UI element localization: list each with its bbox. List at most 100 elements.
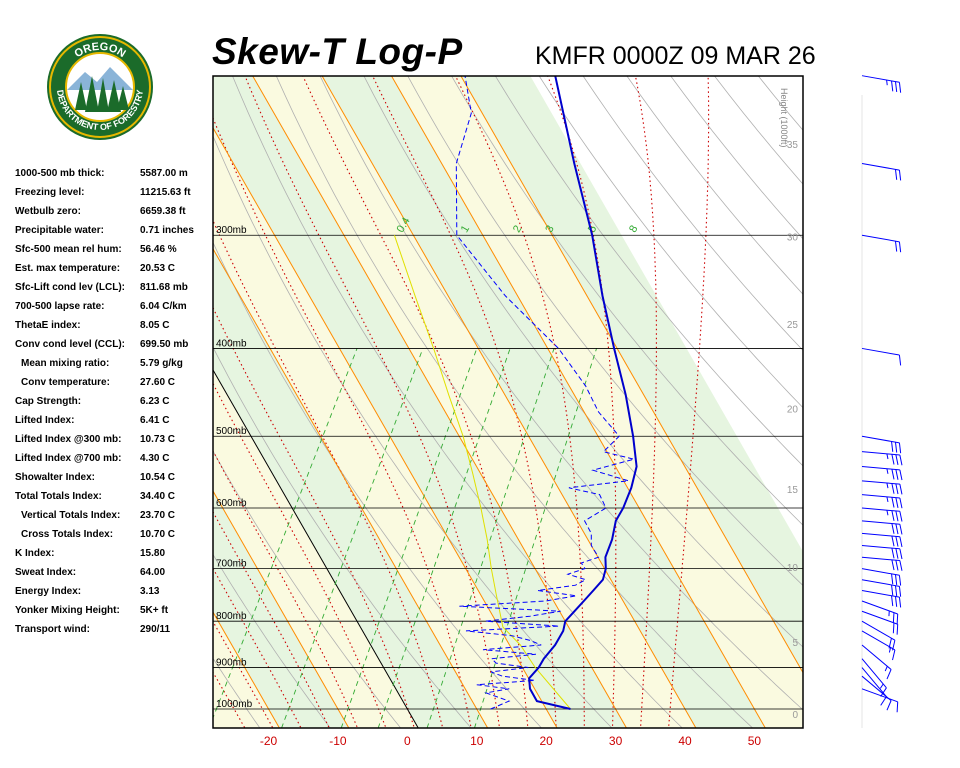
isotherm-line [0, 76, 71, 728]
wind-barb-staff [861, 347, 900, 356]
wind-barb [861, 75, 902, 93]
index-label: Wetbulb zero: [15, 206, 81, 217]
wind-barb [861, 667, 887, 706]
index-label: Lifted Index: [15, 415, 75, 426]
index-label: Sfc-500 mean rel hum: [15, 244, 122, 255]
index-value: 8.05 C [140, 320, 170, 331]
index-row: Energy Index: 3.13 [15, 586, 215, 605]
mixing-ratio-line [281, 348, 424, 728]
dry-adiabat-line [451, 76, 803, 526]
wind-barb [861, 532, 903, 548]
wind-barb-flag [891, 441, 894, 452]
index-label: Conv cond level (CCL): [15, 339, 126, 350]
isotherm-line [391, 76, 766, 728]
wind-barb-staff [861, 466, 900, 471]
isotherm-line [213, 126, 558, 728]
index-label: Est. max temperature: [15, 263, 121, 274]
index-row: ThetaE index: 8.05 C [15, 320, 215, 339]
height-tick-label: 15 [787, 485, 799, 496]
mixing-ratio-line [377, 348, 511, 728]
height-tick-label: 40 [787, 47, 799, 58]
wind-barb-flag [892, 640, 896, 651]
dry-adiabat-line [494, 76, 803, 467]
height-tick-label: 5 [792, 638, 798, 649]
isotherm-line [252, 76, 627, 728]
index-row: Freezing level: 11215.63 ft [15, 187, 215, 206]
height-tick-label: 0 [792, 710, 798, 721]
wind-barb-flag [894, 596, 898, 607]
wind-barb-flag [892, 622, 895, 634]
wind-barb-half-flag [879, 683, 884, 689]
index-row: Precipitable water: 0.71 inches [15, 225, 215, 244]
index-label: Freezing level: [15, 187, 85, 198]
height-tick-label: 30 [787, 233, 799, 244]
wind-barb [861, 163, 902, 181]
plot-area: 0.4 1 2 3 5 8200mb300mb400mb500mb600mb700mb80… [0, 0, 803, 739]
wind-barb [861, 466, 903, 481]
wind-barb [861, 675, 892, 711]
wind-barb-flag [880, 696, 887, 706]
index-value: 64.00 [140, 567, 166, 578]
temperature-band [0, 76, 71, 728]
wind-barb-half-flag [886, 496, 889, 503]
index-label: Yonker Mixing Height: [15, 605, 120, 616]
index-value: 5K+ ft [140, 605, 169, 616]
station-time-label: KMFR 0000Z 09 MAR 26 [535, 42, 816, 70]
x-tick-label: 20 [539, 734, 553, 748]
index-row: Lifted Index @300 mb: 10.73 C [15, 434, 215, 453]
wind-barb-flag [891, 483, 895, 494]
wind-barb [861, 556, 903, 571]
temperature-band [0, 76, 2, 728]
moist-adiabat-line [213, 449, 359, 728]
wind-barb-flag [899, 497, 903, 509]
wind-barb-half-flag [886, 453, 889, 460]
index-row: K Index: 15.80 [15, 548, 215, 567]
mixing-ratio-line [426, 348, 555, 728]
index-label: Cross Totals Index: [21, 529, 114, 540]
wind-barb-flag [895, 510, 899, 522]
wind-barb-flag [895, 497, 899, 508]
index-value: 10.70 C [140, 529, 176, 540]
x-tick-label: 50 [748, 734, 762, 748]
dewpoint-trace-line [455, 76, 635, 710]
index-value: 4.30 C [140, 453, 170, 464]
wind-barb-flag [898, 597, 902, 608]
wind-barb [861, 494, 903, 509]
index-value: 290/11 [140, 624, 171, 635]
dry-adiabat-line [319, 76, 803, 711]
height-tick-label: 35 [787, 140, 799, 151]
wind-barb-flag [899, 536, 903, 548]
wind-barb-staff [861, 451, 900, 456]
wind-barb [861, 568, 902, 586]
dry-adiabat-line [232, 76, 683, 728]
wind-barb-staff [861, 610, 898, 625]
wind-barb-staff [861, 590, 900, 598]
wind-barb-flag [891, 584, 894, 596]
index-value: 3.13 [140, 586, 160, 597]
dry-adiabat-line [626, 76, 803, 295]
dry-adiabat-line [538, 76, 803, 409]
wind-barb-flag [888, 638, 892, 649]
isotherm-line [0, 76, 2, 728]
wind-barb-flag [886, 700, 892, 711]
height-tick-label: 10 [787, 563, 799, 574]
mixing-ratio-label: 1 [459, 223, 472, 234]
wind-barb-flag [899, 511, 903, 522]
index-row: Cross Totals Index: 10.70 C [15, 529, 215, 548]
wind-barb-flag [891, 595, 894, 607]
isotherm-line [213, 247, 489, 728]
x-tick-label: 30 [609, 734, 623, 748]
temperature-band [213, 491, 349, 728]
wind-barb-flag [899, 524, 903, 535]
pressure-label: 400mb [216, 338, 247, 349]
isotherm-line [460, 76, 803, 674]
wind-barb-flag [899, 469, 903, 481]
wind-barb-staff [861, 644, 892, 670]
height-tick-label: 25 [787, 320, 799, 331]
pressure-label: 700mb [216, 559, 247, 570]
temperature-band [252, 76, 696, 728]
wind-barb-staff [861, 507, 900, 512]
dry-adiabat-line [0, 0, 197, 739]
wind-barb-flag [891, 548, 895, 559]
wind-barb-staff [861, 163, 900, 171]
